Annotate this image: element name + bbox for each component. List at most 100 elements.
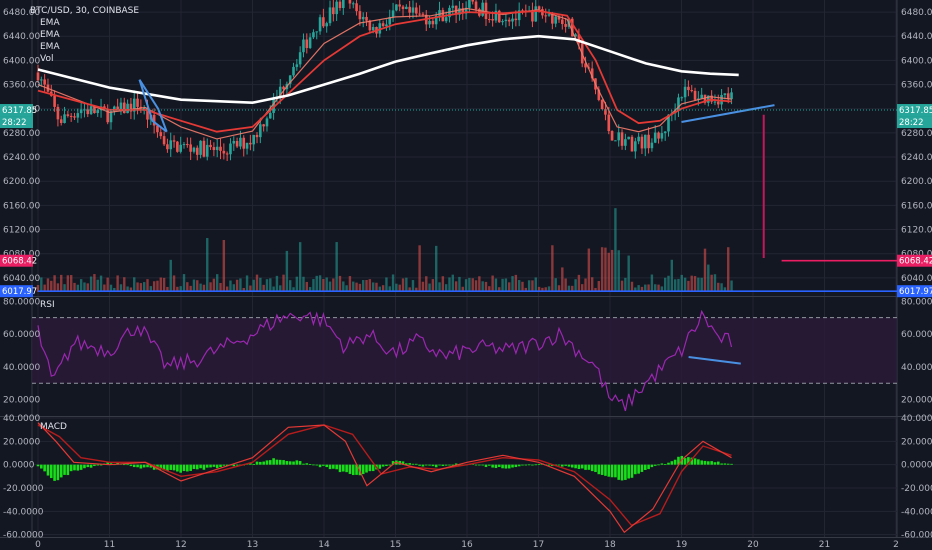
candle-body[interactable] [511,18,514,22]
candle-body[interactable] [680,97,684,99]
candle-body[interactable] [338,1,342,8]
candle-body[interactable] [113,106,116,112]
candle-body[interactable] [76,113,80,118]
candle-body[interactable] [504,19,508,22]
candle-body[interactable] [547,14,551,16]
candle-body[interactable] [63,114,66,123]
candle-body[interactable] [444,17,448,22]
candle-body[interactable] [405,6,408,10]
candle-body[interactable] [278,86,282,97]
candle-body[interactable] [627,136,630,140]
candle-body[interactable] [172,140,176,142]
rsi-trendline[interactable] [688,356,741,365]
candle-body[interactable] [318,17,322,32]
candle-body[interactable] [604,109,607,115]
candle-body[interactable] [186,144,189,146]
candle-body[interactable] [693,90,697,100]
candle-body[interactable] [640,136,644,149]
candle-body[interactable] [415,7,418,14]
candle-body[interactable] [209,144,212,148]
candle-body[interactable] [590,68,594,79]
candle-body[interactable] [252,134,255,145]
candle-body[interactable] [514,18,518,21]
candle-body[interactable] [365,16,368,21]
candle-body[interactable] [355,3,358,12]
candle-body[interactable] [159,132,163,137]
candle-body[interactable] [312,32,315,38]
candle-body[interactable] [713,101,717,103]
trendline[interactable] [681,104,775,123]
candle-body[interactable] [391,10,395,18]
candle-body[interactable] [534,6,538,22]
candle-body[interactable] [468,0,471,8]
candle-body[interactable] [245,142,249,149]
trendline[interactable] [138,79,168,133]
candle-body[interactable] [305,39,309,48]
candle-body[interactable] [408,6,411,13]
vol-label[interactable]: Vol [40,54,53,64]
candle-body[interactable] [328,7,332,24]
candle-body[interactable] [507,19,511,22]
candle-body[interactable] [428,20,431,25]
candle-body[interactable] [182,144,186,146]
candle-body[interactable] [643,134,647,149]
candle-body[interactable] [308,37,312,48]
candle-body[interactable] [96,110,100,114]
candle-body[interactable] [471,0,475,2]
candle-body[interactable] [235,141,239,147]
candle-body[interactable] [434,15,438,25]
candle-body[interactable] [132,98,136,112]
candle-body[interactable] [119,102,123,110]
candle-body[interactable] [83,109,86,111]
candle-body[interactable] [272,98,275,113]
candle-body[interactable] [73,116,76,118]
candle-body[interactable] [421,13,425,15]
candle-body[interactable] [551,14,554,24]
candle-body[interactable] [202,140,206,157]
candle-body[interactable] [620,132,624,146]
candle-body[interactable] [451,5,455,8]
candle-body[interactable] [531,10,534,22]
candle-body[interactable] [56,106,60,120]
candle-body[interactable] [255,134,259,138]
candle-body[interactable] [315,31,319,33]
candle-body[interactable] [663,131,667,134]
candle-body[interactable] [677,97,680,111]
candle-body[interactable] [411,7,415,13]
candle-body[interactable] [624,139,627,146]
candle-body[interactable] [730,92,733,100]
candle-body[interactable] [726,93,730,100]
candle-body[interactable] [288,75,292,84]
candle-body[interactable] [215,146,219,151]
macd-line[interactable] [37,422,732,534]
candle-body[interactable] [630,136,634,152]
candle-body[interactable] [189,144,192,152]
candle-body[interactable] [358,11,362,20]
candle-body[interactable] [169,140,173,150]
trendline[interactable] [138,79,168,133]
candle-body[interactable] [418,13,421,15]
candle-body[interactable] [166,144,169,150]
candle-body[interactable] [700,94,703,99]
candle-body[interactable] [232,141,236,144]
candle-body[interactable] [660,133,664,139]
candle-body[interactable] [517,10,521,21]
candle-body[interactable] [388,17,392,25]
candle-body[interactable] [687,86,690,91]
candle-body[interactable] [557,16,561,20]
macd-pane[interactable] [36,422,733,534]
candle-body[interactable] [325,23,329,27]
candle-body[interactable] [607,114,611,132]
rsi-line[interactable] [37,309,733,412]
candle-body[interactable] [577,34,581,44]
candle-body[interactable] [488,19,491,21]
candle-body[interactable] [647,134,650,149]
candle-body[interactable] [600,99,604,110]
candle-body[interactable] [617,132,621,141]
legend[interactable]: BTC/USD, 30, COINBASE EMA EMA EMA Vol RS… [30,6,139,432]
candle-body[interactable] [371,27,375,31]
candle-body[interactable] [262,124,265,127]
candle-body[interactable] [40,79,43,81]
candle-body[interactable] [634,141,637,152]
candle-body[interactable] [716,101,720,105]
